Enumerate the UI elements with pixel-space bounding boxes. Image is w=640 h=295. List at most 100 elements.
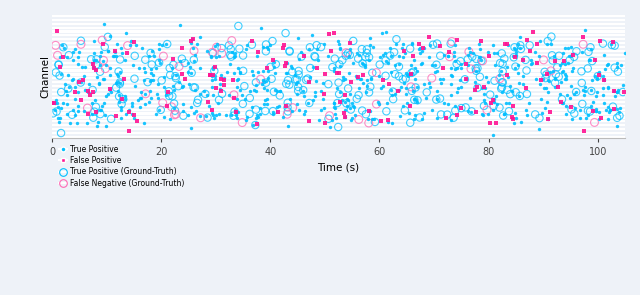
True Positive (Ground-Truth) [332,101,342,105]
True Positive (Ground-Truth) [510,64,520,69]
True Positive [408,97,419,102]
True Positive [566,84,576,88]
True Positive (Ground-Truth) [266,65,276,69]
True Positive [73,104,83,109]
True Positive [58,101,68,106]
True Positive [183,112,193,117]
True Positive [407,42,417,46]
True Positive (Ground-Truth) [471,68,481,73]
True Positive [593,117,604,122]
False Positive [132,119,142,123]
True Positive [479,92,489,96]
True Positive [143,53,154,58]
True Positive [115,115,125,120]
False Positive [124,109,134,114]
False Positive [280,104,291,108]
True Positive (Ground-Truth) [408,69,419,74]
True Positive [550,77,560,81]
True Positive [456,85,466,90]
True Positive [593,69,604,74]
True Positive [190,88,200,93]
True Positive (Ground-Truth) [238,53,248,58]
True Positive (Ground-Truth) [86,57,96,62]
True Positive (Ground-Truth) [229,109,239,114]
True Positive (Ground-Truth) [609,65,620,70]
False Positive [339,111,349,116]
True Positive [205,55,216,60]
True Positive (Ground-Truth) [225,53,236,57]
True Positive [110,49,120,54]
True Positive (Ground-Truth) [294,72,304,77]
True Positive [374,55,385,60]
False Positive [78,78,88,83]
True Positive [425,85,435,89]
True Positive [159,85,169,89]
True Positive (Ground-Truth) [467,54,477,59]
True Positive [234,77,244,81]
False Positive [324,32,334,36]
True Positive [310,90,320,95]
True Positive [430,70,440,75]
True Positive [157,42,167,47]
True Positive [327,117,337,122]
True Positive (Ground-Truth) [587,59,597,63]
True Positive [444,54,454,59]
True Positive [335,47,346,51]
True Positive [294,108,305,112]
True Positive (Ground-Truth) [496,86,506,91]
False Positive [461,62,471,66]
Bar [52,50,625,52]
True Positive (Ground-Truth) [164,89,174,94]
True Positive [255,26,266,31]
True Positive [522,112,532,117]
Bar [52,58,625,60]
True Positive (Ground-Truth) [334,92,344,96]
True Positive [99,22,109,27]
True Positive [251,89,261,94]
True Positive [476,58,486,62]
True Positive (Ground-Truth) [164,94,174,98]
True Positive [88,65,98,69]
True Positive [148,54,159,59]
True Positive (Ground-Truth) [173,84,184,88]
False Positive [210,65,220,69]
False Positive [332,70,342,75]
True Positive (Ground-Truth) [284,82,294,87]
False Positive [320,121,330,125]
True Positive [601,108,611,113]
True Positive [345,106,355,110]
True Positive [404,111,414,116]
True Positive [480,101,490,105]
True Positive [426,63,436,67]
True Positive [602,105,612,109]
True Positive [584,58,594,63]
Bar [52,34,625,37]
True Positive [432,69,442,73]
True Positive [534,127,544,132]
True Positive (Ground-Truth) [341,101,351,106]
True Positive [120,97,130,101]
True Positive [268,111,278,116]
True Positive [571,89,581,94]
False Positive [76,98,86,102]
True Positive [403,73,413,77]
True Positive [345,46,355,51]
False Positive [117,96,127,101]
True Positive (Ground-Truth) [540,76,550,81]
True Positive [588,99,598,104]
True Positive [566,53,577,58]
True Positive (Ground-Truth) [497,69,508,74]
True Positive [558,50,568,55]
True Positive [511,50,521,55]
True Positive [474,55,484,60]
True Positive [115,81,125,85]
True Positive [80,65,90,70]
False Positive [528,30,538,34]
True Positive [88,39,99,43]
False Positive [231,109,241,114]
True Positive [186,41,196,45]
False Negative (Ground-Truth) [83,106,93,110]
True Positive [383,61,394,65]
True Positive [509,121,520,126]
True Positive [334,42,344,47]
